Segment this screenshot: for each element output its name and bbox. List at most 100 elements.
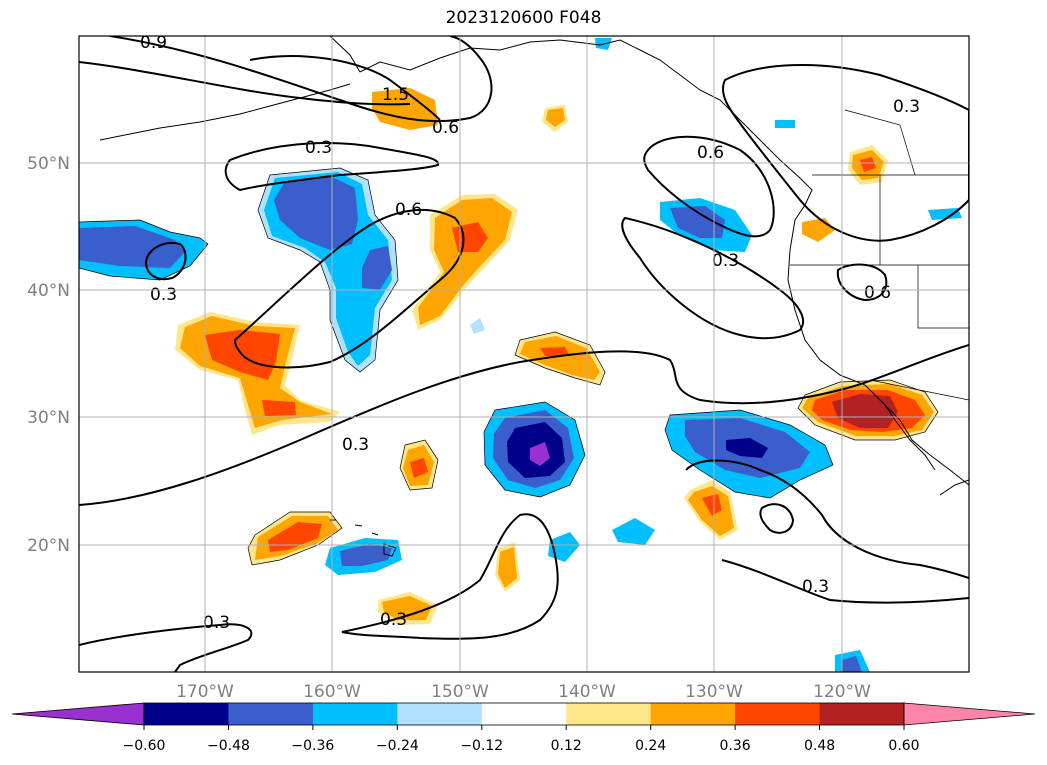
contour-label: 0.3 bbox=[342, 435, 369, 455]
lat-tick-labels: 50°N 40°N 30°N 20°N bbox=[27, 154, 70, 556]
colorbar-tick-label: −0.36 bbox=[291, 738, 334, 754]
contour-line bbox=[643, 135, 775, 238]
colorbar-ticks: −0.60 −0.48 −0.36 −0.24 −0.12 0.12 0.24 0.36 0.4… bbox=[123, 725, 920, 754]
contour-label: 0.9 bbox=[140, 33, 167, 53]
contour-label: 0.6 bbox=[395, 200, 422, 220]
anomaly-region bbox=[548, 532, 580, 562]
contour-line bbox=[109, 36, 493, 123]
anomaly-region bbox=[530, 442, 550, 466]
contour-line bbox=[721, 559, 969, 604]
map-frame bbox=[78, 35, 970, 673]
anomaly-outline bbox=[399, 439, 439, 491]
anomaly-region bbox=[498, 547, 517, 588]
anomaly-region bbox=[670, 206, 725, 238]
gridlines bbox=[79, 36, 969, 672]
contour-line bbox=[759, 503, 795, 534]
lon-tick-label: 150°W bbox=[431, 682, 489, 702]
positive-anomaly-regions bbox=[175, 88, 938, 625]
colorbar-cell bbox=[144, 703, 229, 725]
lon-tick-label: 170°W bbox=[176, 682, 234, 702]
colorbar-cell bbox=[566, 703, 652, 725]
contour-label: 0.6 bbox=[864, 283, 891, 303]
colorbar: −0.60 −0.48 −0.36 −0.24 −0.12 0.12 0.24 0.36 0.4… bbox=[11, 702, 1036, 754]
colorbar-cell bbox=[312, 703, 398, 725]
colorbar-tick-label: 0.24 bbox=[635, 738, 666, 754]
colorbar-tick-label: −0.24 bbox=[376, 738, 419, 754]
west-coast bbox=[787, 219, 969, 486]
island bbox=[383, 543, 397, 557]
baja-california bbox=[884, 404, 936, 471]
state-border bbox=[844, 109, 916, 176]
map-area: 0.9 1.5 0.6 0.3 0.6 0.3 0.6 0.3 0.3 0.6 … bbox=[78, 33, 970, 673]
contour-line bbox=[685, 459, 969, 579]
state-border bbox=[917, 265, 969, 329]
colorbar-cell bbox=[397, 703, 483, 725]
anomaly-region bbox=[842, 656, 862, 672]
colorbar-cell bbox=[819, 703, 905, 725]
figure-title: 2023120600 F048 bbox=[445, 8, 602, 28]
colorbar-tick-label: 0.36 bbox=[720, 738, 751, 754]
contour-line bbox=[249, 55, 441, 121]
contour-label: 0.3 bbox=[150, 285, 177, 305]
contour-label: 1.5 bbox=[382, 85, 409, 105]
contour-line bbox=[233, 208, 465, 369]
lat-tick-label: 20°N bbox=[27, 536, 70, 556]
anomaly-region bbox=[612, 518, 655, 545]
colorbar-frame bbox=[143, 702, 905, 726]
colorbar-extend-max bbox=[903, 702, 1036, 726]
state-border bbox=[869, 379, 969, 401]
colorbar-tick-label: −0.60 bbox=[123, 738, 166, 754]
colorbar-cell bbox=[228, 703, 314, 725]
anomaly-region bbox=[362, 246, 392, 290]
anomaly-outline bbox=[664, 409, 834, 499]
lat-tick-label: 30°N bbox=[27, 408, 70, 428]
contour-line bbox=[79, 344, 969, 506]
anomaly-region bbox=[470, 318, 485, 334]
contour-label: 0.3 bbox=[380, 610, 407, 630]
colorbar-extend-min bbox=[11, 702, 145, 726]
lon-tick-label: 120°W bbox=[813, 682, 871, 702]
lat-tick-label: 50°N bbox=[27, 154, 70, 174]
contour-line bbox=[144, 242, 187, 281]
lat-tick-label: 40°N bbox=[27, 281, 70, 301]
contour-label: 0.3 bbox=[305, 138, 332, 158]
anomaly-region bbox=[832, 394, 898, 428]
lon-tick-label: 130°W bbox=[685, 682, 743, 702]
hawaii-islands bbox=[330, 519, 397, 557]
colorbar-tick-label: 0.12 bbox=[551, 738, 582, 754]
island bbox=[354, 524, 363, 527]
colorbar-cells bbox=[144, 703, 905, 725]
contour-label: 0.6 bbox=[697, 143, 724, 163]
anomaly-region bbox=[262, 400, 296, 416]
contour-line bbox=[722, 63, 969, 242]
anomaly-region bbox=[410, 458, 428, 478]
anomaly-region bbox=[702, 494, 722, 516]
colorbar-tick-label: −0.48 bbox=[207, 738, 250, 754]
anomaly-outline bbox=[483, 401, 586, 498]
contour-line bbox=[224, 142, 440, 192]
mexico-coast bbox=[939, 479, 969, 496]
colorbar-cell bbox=[481, 703, 567, 725]
colorbar-cell bbox=[650, 703, 736, 725]
anomaly-region bbox=[775, 120, 795, 128]
negative-anomaly-regions bbox=[79, 38, 962, 672]
colorbar-tick-label: 0.48 bbox=[804, 738, 835, 754]
contour-line bbox=[79, 623, 253, 672]
colorbar-tick-label: −0.12 bbox=[460, 738, 503, 754]
contour-label: 0.3 bbox=[203, 613, 230, 633]
island bbox=[371, 532, 379, 536]
lon-tick-label: 160°W bbox=[303, 682, 361, 702]
anomaly-region bbox=[340, 544, 392, 566]
contour-line bbox=[341, 513, 559, 640]
contour-label: 0.3 bbox=[893, 97, 920, 117]
anomaly-outline bbox=[514, 331, 606, 386]
anomaly-region bbox=[546, 108, 565, 127]
anomaly-region bbox=[274, 176, 358, 250]
colorbar-tick-label: 0.60 bbox=[888, 738, 919, 754]
contour-label: 0.6 bbox=[432, 118, 459, 138]
anomaly-region bbox=[540, 347, 570, 356]
anomaly-region bbox=[860, 157, 876, 172]
lon-tick-label: 140°W bbox=[558, 682, 616, 702]
